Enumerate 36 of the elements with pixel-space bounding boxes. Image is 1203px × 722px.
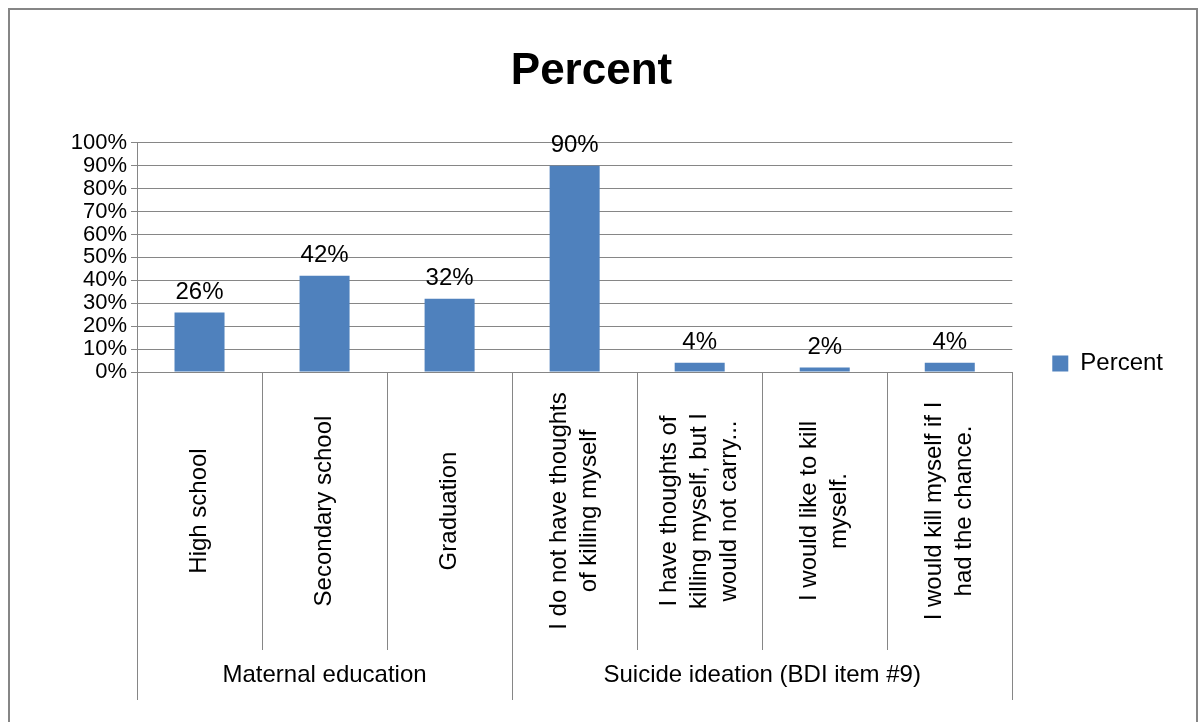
text: Suicide ideation (BDI item #9) — [603, 659, 921, 687]
x-tick-label: I have thoughts of killing myself, but I would not carry... — [654, 412, 742, 610]
bar — [174, 312, 225, 372]
x-tick-label: I would kill myself if I had the chance. — [919, 401, 977, 621]
y-tick-label: 10% — [82, 335, 127, 361]
data-label: 4% — [682, 327, 718, 355]
y-tick-label: 60% — [82, 220, 127, 246]
y-tick-label: 90% — [82, 151, 127, 177]
x-tick-label: I do not have thoughts of killing myself — [544, 392, 602, 630]
data-label: 42% — [300, 240, 349, 268]
data-label: 26% — [175, 277, 224, 305]
x-tick-label: I would like to kill myself. — [794, 420, 852, 602]
y-tick-label: 40% — [82, 266, 127, 292]
x-tick-label: Graduation — [434, 451, 462, 571]
y-tick-label: 0% — [95, 358, 127, 384]
bar — [924, 362, 975, 372]
data-label: 4% — [932, 327, 968, 355]
bar — [299, 275, 350, 372]
y-tick-label: 70% — [82, 197, 127, 223]
text: Maternal education — [222, 659, 427, 687]
y-tick-label: 50% — [82, 243, 127, 269]
bar — [799, 367, 850, 372]
bar — [424, 298, 475, 372]
y-tick-label: 20% — [82, 312, 127, 338]
data-label: 90% — [550, 130, 599, 158]
data-label: 32% — [425, 263, 474, 291]
y-tick-label: 80% — [82, 174, 127, 200]
y-tick-label: 30% — [82, 289, 127, 315]
x-tick-label: High school — [184, 448, 212, 574]
bar — [549, 165, 600, 372]
legend-label: Percent — [1080, 348, 1164, 376]
data-label: 2% — [807, 332, 843, 360]
y-tick-label: 100% — [70, 128, 127, 154]
bar — [674, 362, 725, 372]
x-tick-label: Secondary school — [309, 415, 337, 607]
chart-title: Percent — [510, 43, 673, 93]
